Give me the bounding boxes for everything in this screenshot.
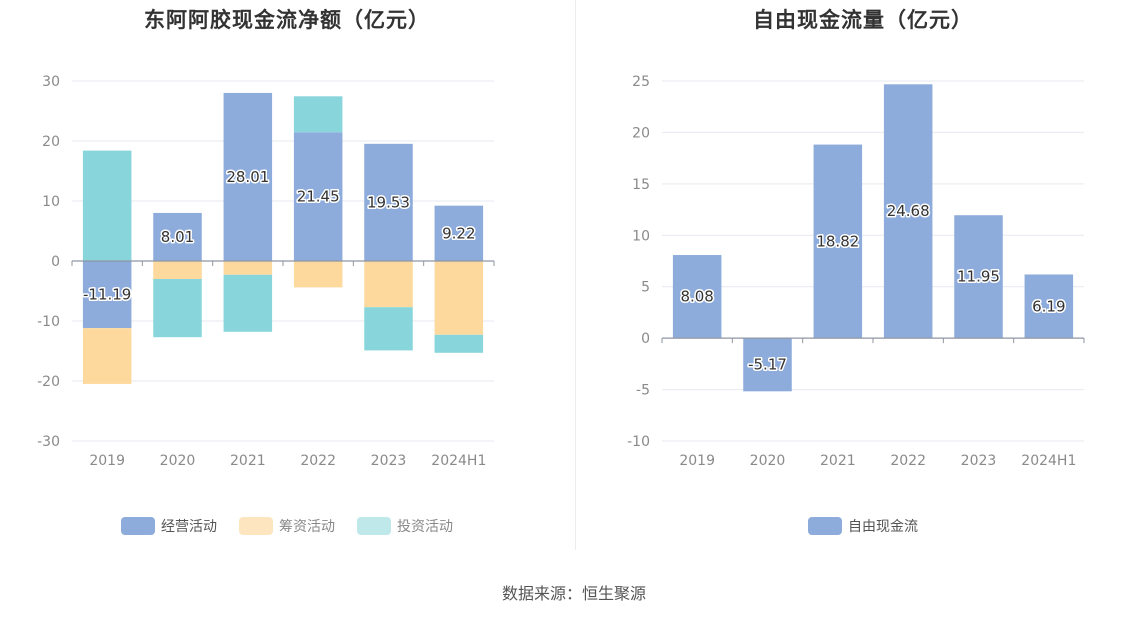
x-tick-label: 2022 <box>890 453 926 469</box>
data-label: 11.95 <box>957 268 1000 286</box>
y-tick-label: 0 <box>51 254 60 270</box>
data-label: -5.17 <box>748 356 787 374</box>
bar[interactable] <box>293 96 343 133</box>
y-tick-label: 20 <box>632 125 650 141</box>
legend-swatch <box>357 517 391 535</box>
legend-label: 自由现金流 <box>848 519 918 535</box>
x-tick-label: 2021 <box>820 453 856 469</box>
y-tick-label: 30 <box>42 74 60 90</box>
legend-item-operating[interactable]: 经营活动 <box>121 516 217 536</box>
bar[interactable] <box>223 92 273 261</box>
free-cash-flow-chart-panel: 自由现金流量（亿元） 25 20 15 10 5 0 -5 -10 2019 2020 2021 20… <box>576 0 1148 560</box>
bar[interactable] <box>153 261 202 279</box>
data-label: 21.45 <box>297 188 340 206</box>
x-tick-label: 2021 <box>230 453 266 469</box>
bar[interactable] <box>153 279 202 338</box>
y-tick-label: 15 <box>632 177 650 193</box>
bar[interactable] <box>82 261 132 329</box>
bar[interactable] <box>1024 274 1074 339</box>
cash-flow-chart: 30 20 10 0 -10 -20 -30 2019 2020 2021 2022 2023 2024… <box>37 74 495 469</box>
chart-title: 自由现金流量（亿元） <box>753 8 973 32</box>
data-label: -11.19 <box>83 286 131 304</box>
legend: 经营活动 筹资活动 投资活动 <box>0 516 574 536</box>
legend-swatch <box>808 517 842 535</box>
bar[interactable] <box>364 307 413 351</box>
legend-label: 经营活动 <box>161 519 217 535</box>
panel-divider <box>575 0 576 550</box>
x-tick-label: 2023 <box>961 453 997 469</box>
y-tick-label: 5 <box>641 280 650 296</box>
y-tick-label: 25 <box>632 74 650 90</box>
bar[interactable] <box>223 261 273 275</box>
y-tick-label: 20 <box>42 134 60 150</box>
bar[interactable] <box>223 274 273 332</box>
bar[interactable] <box>364 143 413 261</box>
y-tick-label: -30 <box>37 434 60 450</box>
x-tick-label: 2019 <box>679 453 715 469</box>
bar[interactable] <box>954 215 1003 339</box>
bar[interactable] <box>743 338 792 392</box>
bar[interactable] <box>82 150 132 261</box>
data-label: 8.08 <box>680 288 713 306</box>
y-tick-label: 0 <box>641 331 650 347</box>
x-tick-label: 2022 <box>300 453 336 469</box>
legend-item-free-cash-flow[interactable]: 自由现金流 <box>808 516 918 536</box>
data-label: 24.68 <box>887 202 930 220</box>
legend-swatch <box>121 517 155 535</box>
x-tick-label: 2020 <box>750 453 786 469</box>
data-source: 数据来源：恒生聚源 <box>501 584 646 603</box>
bar[interactable] <box>672 255 722 339</box>
legend: 自由现金流 <box>576 516 1148 536</box>
bar[interactable] <box>82 328 132 384</box>
y-tick-label: -5 <box>636 383 650 399</box>
bar[interactable] <box>364 261 413 308</box>
chart-title: 东阿阿胶现金流净额（亿元） <box>144 8 430 32</box>
bar[interactable] <box>293 261 343 288</box>
data-label: 8.01 <box>161 228 194 246</box>
free-cash-flow-chart: 25 20 15 10 5 0 -5 -10 2019 2020 2021 2022 2023 2024H… <box>627 74 1085 469</box>
legend-swatch <box>239 517 273 535</box>
data-label: 6.19 <box>1032 297 1065 315</box>
x-tick-label: 2020 <box>160 453 196 469</box>
y-tick-label: 10 <box>632 228 650 244</box>
data-label: 28.01 <box>226 168 269 186</box>
x-tick-label: 2023 <box>371 453 407 469</box>
data-label: 9.22 <box>442 224 475 242</box>
bar[interactable] <box>434 334 484 353</box>
y-tick-label: -10 <box>627 434 650 450</box>
cash-flow-chart-panel: 东阿阿胶现金流净额（亿元） 30 20 10 0 -10 -20 -30 2019 2020 20… <box>0 0 574 560</box>
bar[interactable] <box>883 84 933 339</box>
legend-label: 筹资活动 <box>279 519 335 535</box>
y-tick-label: -10 <box>37 314 60 330</box>
data-label: 19.53 <box>367 193 410 211</box>
bar[interactable] <box>434 261 484 335</box>
bar[interactable] <box>293 132 343 261</box>
y-tick-label: 10 <box>42 194 60 210</box>
x-tick-label: 2019 <box>89 453 125 469</box>
y-tick-label: -20 <box>37 374 60 390</box>
legend-item-investing[interactable]: 投资活动 <box>357 516 453 536</box>
x-tick-label: 2024H1 <box>1021 453 1076 469</box>
bar[interactable] <box>153 212 202 261</box>
legend-label: 投资活动 <box>397 519 453 535</box>
data-label: 18.82 <box>816 232 859 250</box>
x-tick-label: 2024H1 <box>431 453 486 469</box>
legend-item-financing[interactable]: 筹资活动 <box>239 516 335 536</box>
bar[interactable] <box>434 205 484 261</box>
bar[interactable] <box>813 144 863 339</box>
